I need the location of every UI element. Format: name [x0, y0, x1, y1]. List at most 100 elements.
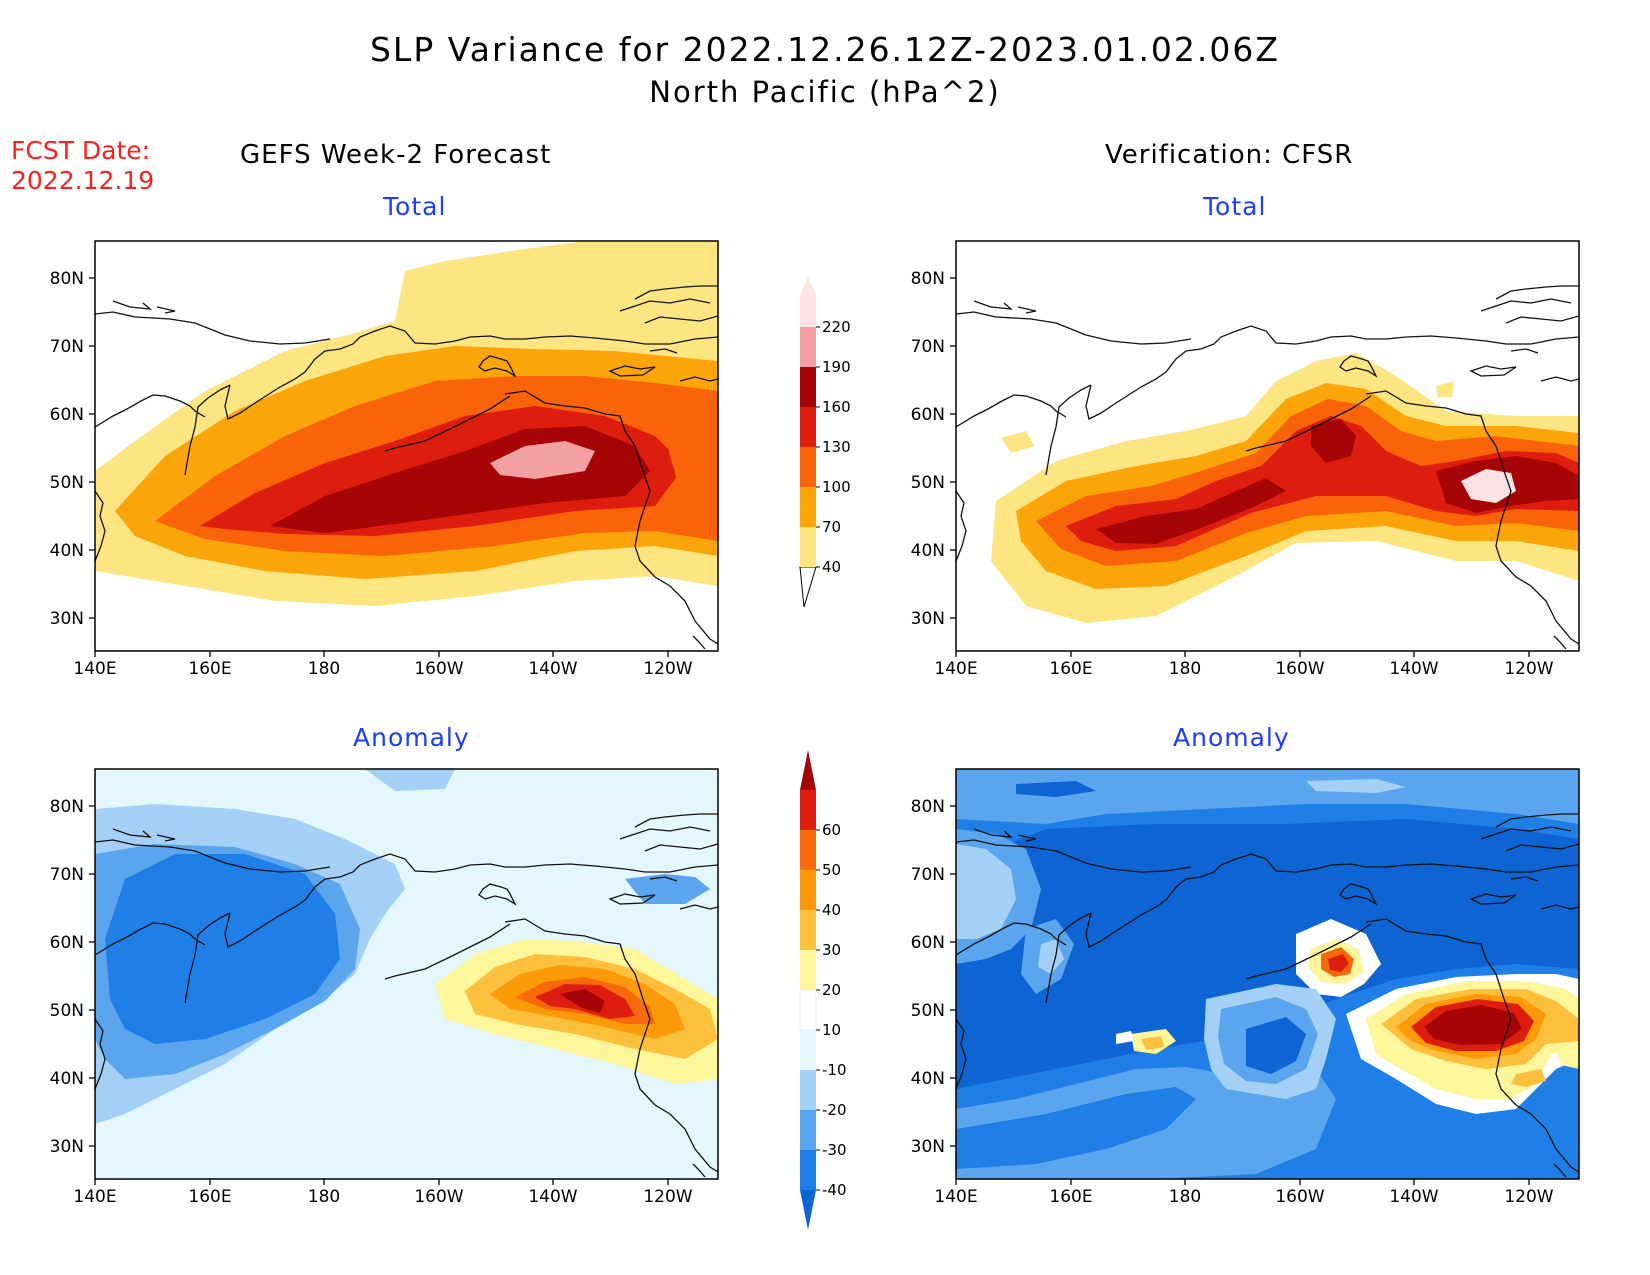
- colorbar-upper-arrow: [800, 277, 816, 327]
- colorbar-label: 220: [822, 318, 851, 336]
- colorbar-swatch: [800, 1110, 816, 1150]
- colorbar-swatch: [800, 487, 816, 527]
- lon-tick-label: 140W: [1389, 659, 1438, 679]
- lat-tick-label: 30N: [911, 1137, 945, 1157]
- lat-tick-label: 40N: [50, 1069, 84, 1089]
- lon-tick-label: 120W: [643, 659, 692, 679]
- colorbar-label: 50: [822, 861, 841, 879]
- lon-tick-label: 180: [308, 659, 340, 679]
- lat-tick-label: 80N: [911, 797, 945, 817]
- lon-tick-label: 120W: [643, 1187, 692, 1207]
- lat-tick-label: 70N: [911, 865, 945, 885]
- colorbar-swatch: [800, 1070, 816, 1110]
- colorbar-label: 70: [822, 518, 841, 536]
- lon-tick-label: 160E: [188, 659, 231, 679]
- colorbar-swatch: [800, 790, 816, 830]
- colorbar-label: 60: [822, 821, 841, 839]
- lon-tick-label: 160E: [1049, 1187, 1092, 1207]
- lon-tick-label: 140W: [1389, 1187, 1438, 1207]
- lat-tick-label: 50N: [911, 473, 945, 493]
- colorbar-swatch: [800, 830, 816, 870]
- verification-total-title: Total: [1203, 192, 1267, 221]
- lon-tick-label: 140W: [528, 1187, 577, 1207]
- lon-tick-label: 160W: [1275, 1187, 1324, 1207]
- colorbar-swatch: [800, 367, 816, 407]
- lon-tick-label: 160W: [414, 659, 463, 679]
- colorbar-label: 100: [822, 478, 851, 496]
- lon-tick-label: 160W: [414, 1187, 463, 1207]
- lat-tick-label: 70N: [911, 337, 945, 357]
- lon-tick-label: 120W: [1504, 1187, 1553, 1207]
- lon-tick-label: 140W: [528, 659, 577, 679]
- colorbar-swatch: [800, 1150, 816, 1190]
- colorbar-swatch: [799, 989, 817, 1031]
- forecast-date-label: FCST Date:: [11, 136, 151, 165]
- lon-tick-label: 120W: [1504, 659, 1553, 679]
- colorbar-label: 160: [822, 398, 851, 416]
- forecast-total-map: [88, 240, 719, 658]
- lat-tick-label: 70N: [50, 865, 84, 885]
- left-column-title: GEFS Week-2 Forecast: [240, 140, 552, 170]
- colorbar-label: -10: [822, 1061, 847, 1079]
- main-title: SLP Variance for 2022.12.26.12Z-2023.01.…: [369, 30, 1281, 69]
- colorbar-swatch: [800, 527, 816, 567]
- forecast-anomaly-title: Anomaly: [353, 723, 470, 752]
- lat-tick-label: 30N: [50, 1137, 84, 1157]
- lon-tick-label: 160W: [1275, 659, 1324, 679]
- colorbar-label: 10: [822, 1021, 841, 1039]
- colorbar-label: -40: [822, 1181, 847, 1199]
- colorbar-label: 130: [822, 438, 851, 456]
- forecast-total-title: Total: [383, 192, 447, 221]
- colorbar-swatch: [800, 1030, 816, 1070]
- colorbar-label: 40: [822, 901, 841, 919]
- colorbar-swatch: [800, 910, 816, 950]
- colorbar-label: -20: [822, 1101, 847, 1119]
- colorbar-label: 190: [822, 358, 851, 376]
- lat-tick-label: 40N: [50, 541, 84, 561]
- verification-total-map: [949, 240, 1580, 658]
- lon-tick-label: 140E: [73, 659, 116, 679]
- lat-tick-label: 60N: [911, 405, 945, 425]
- colorbar-label: 30: [822, 941, 841, 959]
- colorbar-swatch: [800, 407, 816, 447]
- lat-tick-label: 60N: [50, 405, 84, 425]
- lat-tick-label: 50N: [911, 1001, 945, 1021]
- lon-tick-label: 180: [308, 1187, 340, 1207]
- lon-tick-label: 180: [1169, 659, 1201, 679]
- colorbar-label: 40: [822, 558, 841, 576]
- lat-tick-label: 30N: [50, 609, 84, 629]
- forecast-anomaly-map: [88, 768, 719, 1186]
- lon-tick-label: 140E: [934, 659, 977, 679]
- lon-tick-label: 160E: [1049, 659, 1092, 679]
- colorbar-label: -30: [822, 1141, 847, 1159]
- colorbar-swatch: [800, 447, 816, 487]
- lon-tick-label: 140E: [934, 1187, 977, 1207]
- lon-tick-label: 140E: [73, 1187, 116, 1207]
- lat-tick-label: 70N: [50, 337, 84, 357]
- lat-tick-label: 80N: [50, 797, 84, 817]
- lat-tick-label: 50N: [50, 1001, 84, 1021]
- lon-tick-label: 180: [1169, 1187, 1201, 1207]
- colorbar-upper-arrow: [800, 750, 816, 790]
- lon-tick-label: 160E: [188, 1187, 231, 1207]
- anomaly-colorbar: -40 -30 -20 -10 10 20 30 40 50 60: [799, 750, 847, 1230]
- lat-tick-label: 50N: [50, 473, 84, 493]
- total-colorbar: 40 70 100 130 160 190 220: [799, 277, 851, 608]
- forecast-date-value: 2022.12.19: [11, 166, 155, 195]
- verification-anomaly-title: Anomaly: [1173, 723, 1290, 752]
- right-column-title: Verification: CFSR: [1105, 140, 1354, 170]
- lat-tick-label: 40N: [911, 1069, 945, 1089]
- colorbar-swatch: [800, 950, 816, 990]
- lat-tick-label: 60N: [911, 933, 945, 953]
- colorbar-lower-arrow: [800, 1190, 816, 1230]
- verification-anomaly-map: [949, 768, 1580, 1186]
- lat-tick-label: 40N: [911, 541, 945, 561]
- lat-tick-label: 80N: [50, 269, 84, 289]
- colorbar-swatch: [800, 327, 816, 367]
- colorbar-lower-arrow: [799, 566, 817, 608]
- main-subtitle: North Pacific (hPa^2): [649, 75, 1001, 109]
- colorbar-swatch: [800, 870, 816, 910]
- colorbar-label: 20: [822, 981, 841, 999]
- lat-tick-label: 30N: [911, 609, 945, 629]
